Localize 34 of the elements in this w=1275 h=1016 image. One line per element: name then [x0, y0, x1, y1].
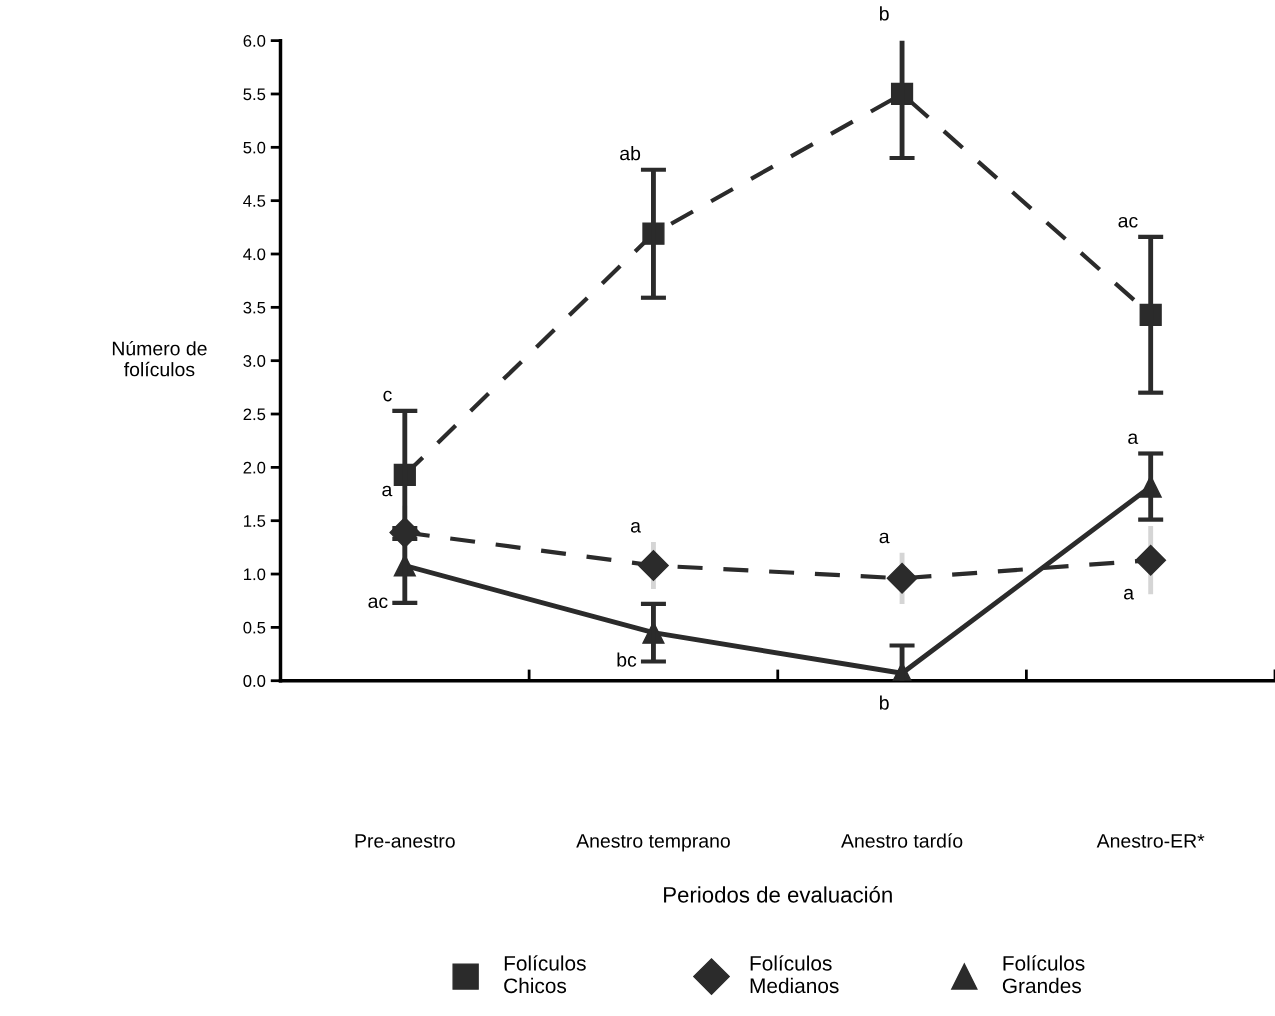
- x-axis-title: Periodos de evaluación: [664, 886, 892, 903]
- legend-label: Folículos Medianos: [750, 955, 839, 994]
- y-tick-label: 3.5: [243, 301, 266, 314]
- annotation: ac: [1118, 216, 1138, 228]
- annotation: a: [630, 521, 641, 533]
- x-tick-label: Pre-anestro: [355, 834, 455, 848]
- y-tick-label: 4.0: [243, 248, 266, 261]
- annotation: ab: [620, 146, 641, 161]
- annotation: b: [880, 695, 889, 710]
- annotation: bc: [617, 652, 637, 667]
- x-tick-label: Anestro temprano: [576, 834, 730, 852]
- y-tick-label: 6.0: [243, 35, 266, 47]
- y-tick-label: 1.5: [244, 515, 266, 527]
- legend-label: Folículos Grandes: [1002, 955, 1085, 994]
- annotation: ac: [368, 597, 388, 609]
- annotation: a: [382, 485, 393, 497]
- annotation: c: [383, 390, 392, 402]
- annotation: a: [879, 532, 890, 544]
- y-tick-label: 2.5: [243, 408, 266, 421]
- y-tick-label: 0.5: [243, 621, 266, 634]
- y-tick-label: 1.0: [244, 568, 266, 581]
- annotation: a: [1128, 433, 1139, 445]
- y-tick-label: 3.0: [243, 355, 266, 367]
- legend-label: Folículos Chicos: [504, 955, 586, 994]
- y-tick-label: 4.5: [243, 195, 266, 207]
- annotation: b: [880, 6, 889, 21]
- y-tick-label: 2.0: [243, 461, 266, 474]
- y-tick-label: 5.0: [243, 141, 266, 154]
- x-tick-label: Anestro-ER*: [1096, 834, 1205, 848]
- y-tick-label: 5.5: [243, 88, 266, 101]
- annotation: a: [1124, 588, 1135, 600]
- x-tick-label: Anestro tardío: [841, 833, 963, 848]
- y-tick-label: 0.0: [243, 675, 266, 687]
- y-axis-title: Número de folículos: [112, 340, 207, 377]
